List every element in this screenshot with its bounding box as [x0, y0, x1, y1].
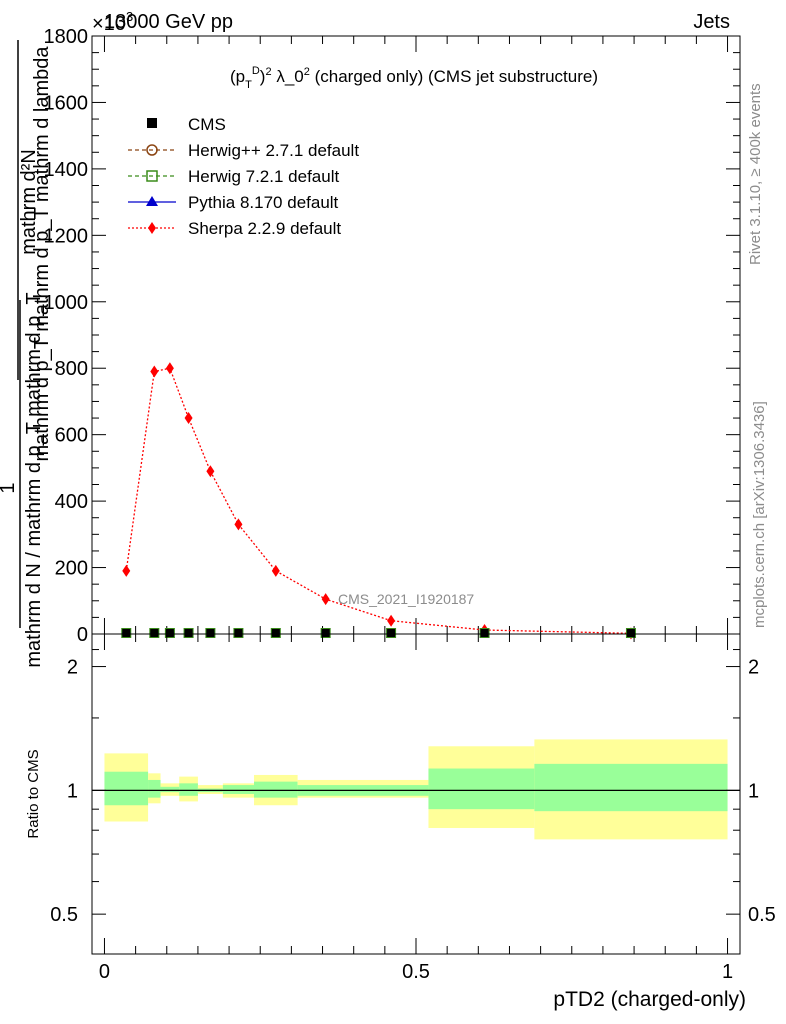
ytick-label: 1000 [44, 292, 89, 314]
cms-point [387, 629, 396, 637]
ratio-xaxis: 0 0.5 1 [99, 634, 733, 983]
multiplier-label: ×103 [92, 9, 133, 35]
ratio-yaxis: 0.5 0.5 1 1 2 2 [50, 649, 776, 926]
svg-text:1: 1 [0, 482, 19, 493]
legend-pythia-label: Pythia 8.170 default [188, 193, 339, 212]
ytick-label: 200 [55, 558, 88, 580]
watermark: CMS_2021_I1920187 [338, 591, 474, 607]
legend-herwigpp-marker [146, 144, 158, 156]
legend-pythia-marker [146, 196, 158, 206]
legend-herwig7-label: Herwig 7.2.1 default [188, 167, 339, 186]
cms-point [271, 629, 280, 637]
cms-point [206, 629, 215, 637]
sherpa-point [234, 518, 243, 531]
main-ylabel: mathrm d²N mathrm d p_T mathrm d p_T mat… [0, 40, 53, 668]
svg-text:mathrm d²N: mathrm d²N [18, 149, 40, 255]
cms-point [321, 629, 330, 637]
svg-text:mathrm d p_T mathrm d p_T math: mathrm d p_T mathrm d p_T mathrm d lambd… [31, 46, 53, 462]
ratio-band-inner [160, 786, 180, 793]
ratio-band-inner [534, 763, 728, 812]
legend-herwig7-marker [146, 170, 158, 182]
legend-cms-marker [147, 118, 157, 128]
sherpa-point [321, 593, 330, 606]
ratio-bands [104, 739, 728, 840]
xtick-label: 0.5 [402, 961, 430, 983]
sherpa-point [387, 614, 396, 627]
cms-point [234, 629, 243, 637]
rivet-label: Rivet 3.1.10, ≥ 400k events [747, 83, 764, 265]
legend-sherpa-label: Sherpa 2.2.9 default [188, 219, 341, 238]
xaxis-label: pTD2 (charged-only) [553, 988, 746, 1011]
ratio-ylabel: Ratio to CMS [25, 749, 42, 838]
legend-herwigpp-label: Herwig++ 2.7.1 default [188, 141, 359, 160]
ratio-ytick-label: 0.5 [50, 904, 78, 926]
legend-cms-label: CMS [188, 115, 226, 134]
cms-point [150, 629, 159, 637]
sherpa-point [165, 362, 174, 375]
svg-text:mathrm d N / mathrm d p_T math: mathrm d N / mathrm d p_T mathrm d p_T [23, 292, 45, 667]
ytick-label: 800 [55, 358, 88, 380]
ratio-ytick-label-right: 2 [748, 657, 759, 679]
ratio-ytick-label-right: 0.5 [748, 904, 776, 926]
sherpa-line [125, 367, 631, 634]
sherpa-point [206, 465, 215, 478]
ytick-label: 0 [77, 624, 88, 646]
sherpa-point [150, 365, 159, 378]
ytick-label: 1800 [44, 26, 89, 48]
cms-series [121, 628, 636, 638]
main-yaxis: 0 200 400 600 800 1000 1200 1400 1600 1800 [44, 26, 740, 646]
ratio-band-inner [428, 768, 535, 810]
cms-point [122, 629, 131, 637]
cms-point [165, 629, 174, 637]
ytick-label: 1600 [44, 92, 89, 114]
ratio-band-inner [254, 781, 298, 798]
cms-point [626, 629, 635, 637]
xtick-label: 0 [99, 961, 110, 983]
ytick-label: 1200 [44, 225, 89, 247]
ratio-band-inner [222, 785, 254, 794]
xtick-label: 1 [722, 961, 733, 983]
legend-sherpa-marker [148, 222, 156, 234]
chart-title: (pTD)2 λ_02 (charged only) (CMS jet subs… [230, 65, 598, 91]
ratio-band-inner [104, 771, 149, 806]
channel-label: Jets [693, 11, 730, 33]
ratio-ytick-label: 2 [67, 657, 78, 679]
ytick-label: 600 [55, 425, 88, 447]
ratio-band-inner [148, 779, 161, 798]
sherpa-point [122, 564, 131, 577]
ratio-ytick-label: 1 [67, 780, 78, 802]
ytick-label: 1400 [44, 159, 89, 181]
cms-point [184, 629, 193, 637]
mcplots-label: mcplots.cern.ch [arXiv:1306.3436] [751, 401, 768, 628]
energy-label: 13000 GeV pp [104, 11, 233, 33]
sherpa-point [184, 412, 193, 425]
legend: CMS Herwig++ 2.7.1 default Herwig 7.2.1 … [128, 115, 359, 238]
ratio-band-inner [179, 783, 198, 796]
ytick-label: 400 [55, 491, 88, 513]
sherpa-point [271, 564, 280, 577]
ratio-ytick-label-right: 1 [748, 780, 759, 802]
cms-point [480, 629, 489, 637]
